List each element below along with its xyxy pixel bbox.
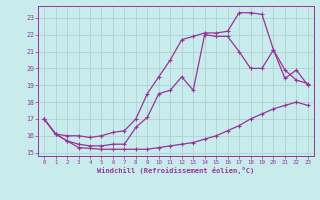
X-axis label: Windchill (Refroidissement éolien,°C): Windchill (Refroidissement éolien,°C) (97, 167, 255, 174)
